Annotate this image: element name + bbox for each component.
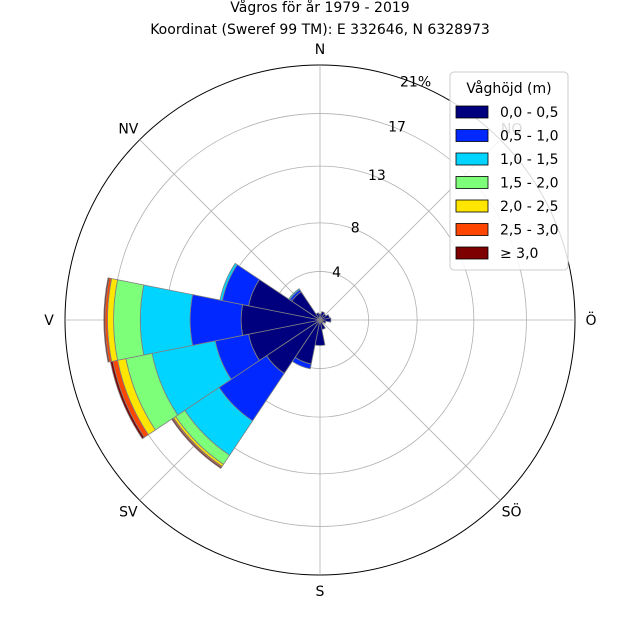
rose-bars bbox=[103, 262, 332, 469]
rose-bar-segment bbox=[103, 277, 110, 363]
radial-tick-label: 13 bbox=[368, 168, 386, 184]
legend-box bbox=[449, 71, 569, 271]
legend: Våghöjd (m) 0,0 - 0,5 0,5 - 1,0 1,0 - 1,5 1,… bbox=[449, 71, 569, 271]
rose-bar-segment bbox=[319, 317, 332, 323]
legend-swatch bbox=[455, 246, 489, 260]
legend-title: Våghöjd (m) bbox=[466, 80, 551, 97]
legend-label: 1,0 - 1,5 bbox=[500, 152, 558, 168]
legend-label: 0,5 - 1,0 bbox=[500, 129, 558, 145]
legend-swatch bbox=[455, 152, 489, 166]
direction-label: S bbox=[316, 584, 325, 600]
legend-swatch bbox=[455, 105, 489, 119]
chart-title: Vågros för år 1979 - 2019 bbox=[230, 0, 409, 16]
polar-grid bbox=[64, 64, 576, 576]
legend-label: ≥ 3,0 bbox=[500, 246, 538, 262]
legend-label: 1,5 - 2,0 bbox=[500, 176, 558, 192]
radial-tick-label: 4 bbox=[332, 265, 341, 281]
radial-tick-labels: 4 8 13 17 21% bbox=[332, 74, 431, 281]
rose-bar-segment bbox=[139, 284, 194, 356]
grid-spoke bbox=[319, 319, 501, 501]
direction-label: N bbox=[315, 42, 325, 58]
rose-bar-segment bbox=[288, 288, 301, 301]
direction-label: SÖ bbox=[502, 503, 522, 521]
rose-bar-segment bbox=[315, 312, 321, 321]
legend-label: 0,0 - 0,5 bbox=[500, 105, 558, 121]
direction-label: NV bbox=[118, 121, 138, 137]
direction-label: SV bbox=[119, 505, 138, 521]
radial-tick-label: 8 bbox=[351, 220, 360, 236]
radial-tick-label: 17 bbox=[388, 119, 406, 135]
legend-swatch bbox=[455, 199, 489, 213]
legend-swatch bbox=[455, 223, 489, 236]
rose-bar-segment bbox=[113, 279, 145, 361]
radial-tick-label: 21% bbox=[400, 74, 431, 90]
rose-bar-segment bbox=[219, 262, 238, 302]
chart-subtitle: Koordinat (Sweref 99 TM): E 332646, N 63… bbox=[150, 22, 490, 38]
legend-label: 2,5 - 3,0 bbox=[500, 223, 558, 239]
direction-label: V bbox=[44, 313, 54, 329]
legend-swatch bbox=[455, 176, 489, 189]
grid-spoke bbox=[139, 139, 321, 321]
legend-label: 2,0 - 2,5 bbox=[500, 199, 558, 215]
direction-label: Ö bbox=[585, 311, 596, 329]
legend-swatch bbox=[455, 129, 489, 142]
